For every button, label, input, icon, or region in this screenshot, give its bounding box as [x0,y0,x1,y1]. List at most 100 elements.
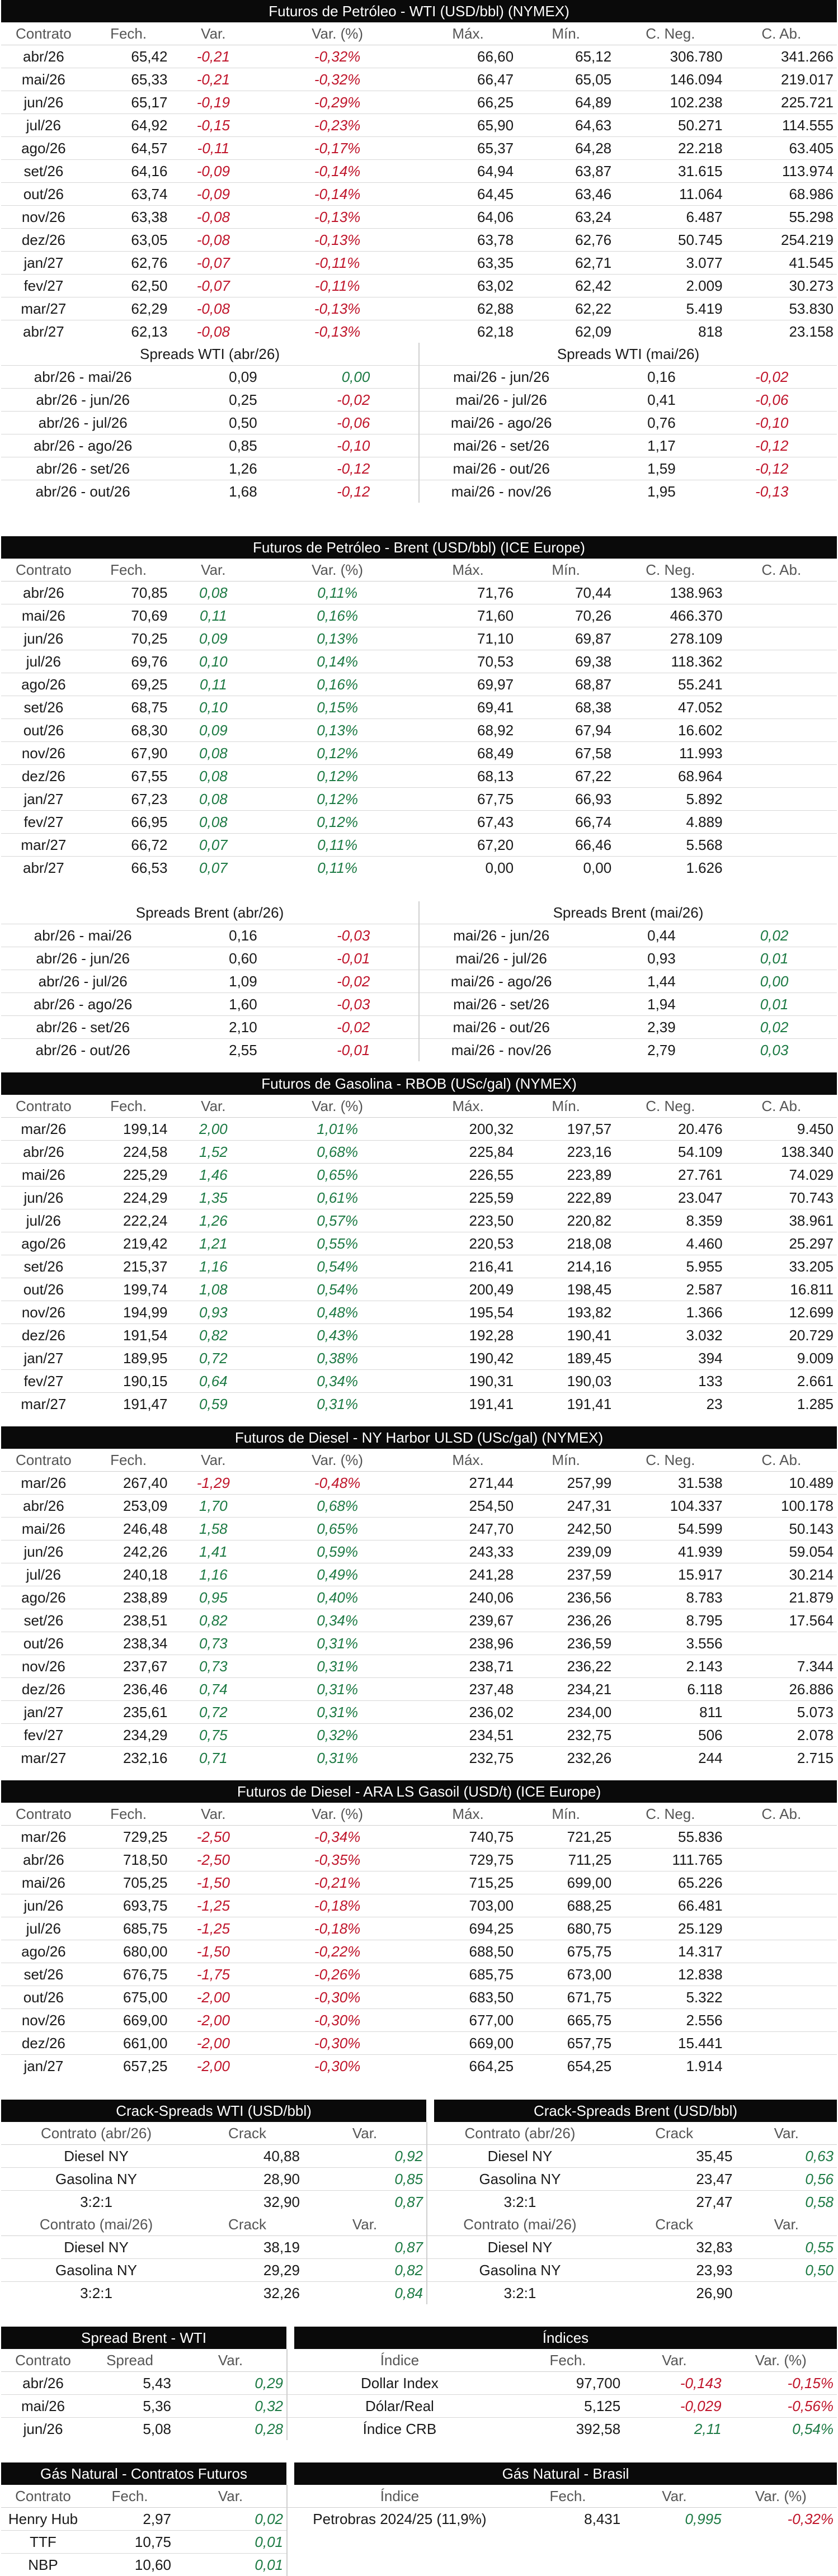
spread-var: -0,10 [261,434,374,457]
ulsd-cell: 0,31% [256,1632,419,1655]
ulsd-cell: 247,70 [419,1518,517,1540]
crack-wti-cell: 0,84 [303,2282,426,2305]
wti-cell: -0,17% [256,137,419,160]
gasoil-cell: 657,25 [86,2055,171,2078]
wti-cell: 62,42 [517,275,615,297]
ulsd-cell: 2.143 [615,1655,726,1678]
wti-cell: 63,02 [419,275,517,297]
brent-cell: 0,16% [256,604,419,627]
ulsd-cell: 1,41 [171,1540,256,1563]
crack-brent-cell: Diesel NY [427,2236,613,2259]
rbob-cell: dez/26 [1,1324,86,1347]
brent-cell: jun/26 [1,627,86,650]
rbob-cell: 225,84 [419,1141,517,1164]
ulsd-cell: 50.143 [726,1518,837,1540]
ulsd-header: C. Ab. [726,1449,837,1472]
ulsd-cell: 8.795 [615,1609,726,1632]
spread-var: 0,00 [679,970,792,993]
brent-cell: 0,12% [256,811,419,834]
ulsd-cell: 0,49% [256,1563,419,1586]
gasoil-cell [726,1917,837,1940]
gasoil-cell: 111.765 [615,1849,726,1871]
wti-cell: 30.273 [726,275,837,297]
brent-cell: 68,13 [419,765,517,788]
wti-cell: jun/26 [1,91,86,114]
crack-brent-cell: 0,55 [736,2236,837,2259]
wti-header: Fech. [86,22,171,45]
gasoil-cell: -0,30% [256,2009,419,2032]
wti-cell: 66,47 [419,68,517,91]
brent-cell: 0,12% [256,742,419,765]
rbob-cell: 216,41 [419,1255,517,1278]
gasoil-cell: 729,25 [86,1826,171,1849]
gasoil-cell: 66.481 [615,1894,726,1917]
rbob-cell: 23 [615,1393,726,1416]
rbob-cell: 190,03 [517,1370,615,1393]
brent-cell: 0,08 [171,765,256,788]
brent-cell: 68,92 [419,719,517,742]
rbob-cell: 224,58 [86,1141,171,1164]
wti-cell: 63,35 [419,252,517,275]
rbob-cell: 0,43% [256,1324,419,1347]
rbob-header: C. Ab. [726,1095,837,1118]
wti-cell: 65,90 [419,114,517,137]
crack-brent-cell: 0,63 [736,2145,837,2168]
rbob-cell: 27.761 [615,1164,726,1187]
spread-pair: abr/26 - ago/26 [1,434,164,457]
indices-cell: -0,029 [624,2395,724,2418]
gasoil-cell [726,2055,837,2078]
spread-var: -0,01 [261,1039,374,1062]
spread-value: 1,44 [583,970,679,993]
gasoil-cell: 683,50 [419,1986,517,2009]
wti-cell: 50.271 [615,114,726,137]
spread-bw-header: Var. [175,2349,286,2372]
brent-cell [726,673,837,696]
rbob-cell: 9.450 [726,1118,837,1141]
spread-pair: abr/26 - mai/26 [1,924,164,947]
rbob-cell: 0,31% [256,1393,419,1416]
ulsd-cell: 234,51 [419,1724,517,1747]
rbob-cell: 190,15 [86,1370,171,1393]
rbob-cell: 226,55 [419,1164,517,1187]
ulsd-cell: 242,26 [86,1540,171,1563]
brent-cell [726,696,837,719]
spread-bw-cell: 0,28 [175,2418,286,2441]
wti-cell: 63,78 [419,229,517,252]
wti-header: Var. (%) [256,22,419,45]
brent-cell: nov/26 [1,742,86,765]
crack-wti-cell: 0,87 [303,2236,426,2259]
wti-cell: ago/26 [1,137,86,160]
ulsd-cell: mar/26 [1,1472,86,1495]
spread-value: 2,55 [164,1039,260,1062]
ulsd-cell: -1,29 [171,1472,256,1495]
brent-cell: 69,87 [517,627,615,650]
wti-cell: 62,18 [419,320,517,343]
ulsd-cell: 236,26 [517,1609,615,1632]
spread-bw-cell: jun/26 [1,2418,85,2441]
gasoil-cell: mar/26 [1,1826,86,1849]
spread-var: -0,12 [679,434,792,457]
gasoil-cell: -2,00 [171,2032,256,2055]
rbob-cell: 0,68% [256,1141,419,1164]
brent-cell [726,742,837,765]
ulsd-cell: fev/27 [1,1724,86,1747]
brent-cell: 0,08 [171,742,256,765]
gasoil-cell: 685,75 [86,1917,171,1940]
spread-pair: abr/26 - set/26 [1,457,164,480]
ulsd-cell: 30.214 [726,1563,837,1586]
brent-cell [726,811,837,834]
wti-cell: -0,14% [256,183,419,206]
brent-cell: 70,26 [517,604,615,627]
brent-cell: 0,09 [171,719,256,742]
